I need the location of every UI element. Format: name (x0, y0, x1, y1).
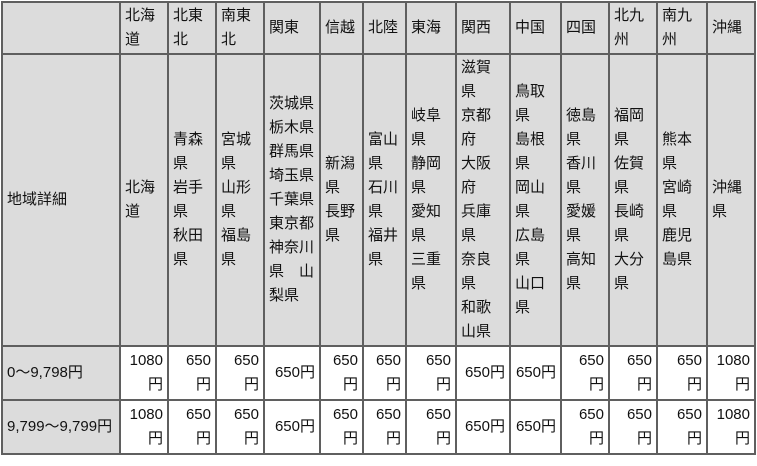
region-header-kanto: 関東 (263, 1, 321, 55)
prefectures-hokuriku: 富山県 石川県 福井県 (362, 53, 407, 347)
price-low-okinawa: 1080円 (706, 345, 756, 401)
row-label-detail: 地域詳細 (1, 53, 121, 347)
prefectures-okinawa: 沖縄県 (706, 53, 756, 347)
region-header-kansai: 関西 (455, 1, 511, 55)
price-high-minami-kyushu: 650円 (656, 399, 708, 455)
price-high-kita-kyushu: 650円 (608, 399, 658, 455)
price-high-shikoku: 650円 (560, 399, 610, 455)
prefectures-minami-tohoku: 宮城県 山形県 福島県 (215, 53, 265, 347)
price-high-shinetsu: 650円 (319, 399, 364, 455)
shipping-rate-table: 北海道 北東北 南東北 関東 信越 北陸 東海 関西 中国 四国 北九州 南九州… (1, 1, 756, 455)
price-high-minami-tohoku: 650円 (215, 399, 265, 455)
price-low-kita-tohoku: 650円 (167, 345, 217, 401)
price-high-tokai: 650円 (405, 399, 457, 455)
price-high-hokkaido: 1080円 (119, 399, 169, 455)
region-header-minami-tohoku: 南東北 (215, 1, 265, 55)
prefectures-kansai: 滋賀県 京都府 大阪府 兵庫県 奈良県 和歌山県 (455, 53, 511, 347)
price-low-shinetsu: 650円 (319, 345, 364, 401)
row-label-range-high: 9,799～9,799円 (1, 399, 121, 455)
prefectures-kita-kyushu: 福岡県 佐賀県 長崎県 大分県 (608, 53, 658, 347)
price-low-kita-kyushu: 650円 (608, 345, 658, 401)
region-header-chugoku: 中国 (509, 1, 562, 55)
region-header-hokuriku: 北陸 (362, 1, 407, 55)
price-high-kansai: 650円 (455, 399, 511, 455)
region-header-kita-kyushu: 北九州 (608, 1, 658, 55)
prefecture-detail-row: 地域詳細 北海道 青森県 岩手県 秋田県 宮城県 山形県 福島県 茨城県 栃木県… (1, 53, 756, 347)
price-low-chugoku: 650円 (509, 345, 562, 401)
prefectures-tokai: 岐阜県 静岡県 愛知県 三重県 (405, 53, 457, 347)
region-header-hokkaido: 北海道 (119, 1, 169, 55)
price-high-kanto: 650円 (263, 399, 321, 455)
prefectures-minami-kyushu: 熊本県 宮崎県 鹿児島県 (656, 53, 708, 347)
price-low-minami-kyushu: 650円 (656, 345, 708, 401)
price-low-kansai: 650円 (455, 345, 511, 401)
price-low-shikoku: 650円 (560, 345, 610, 401)
price-high-hokuriku: 650円 (362, 399, 407, 455)
region-header-okinawa: 沖縄 (706, 1, 756, 55)
prefectures-shinetsu: 新潟県 長野県 (319, 53, 364, 347)
price-low-hokuriku: 650円 (362, 345, 407, 401)
row-label-range-low: 0～9,798円 (1, 345, 121, 401)
prefectures-kita-tohoku: 青森県 岩手県 秋田県 (167, 53, 217, 347)
price-high-kita-tohoku: 650円 (167, 399, 217, 455)
price-low-tokai: 650円 (405, 345, 457, 401)
prefectures-shikoku: 徳島県 香川県 愛媛県 高知県 (560, 53, 610, 347)
prefectures-kanto: 茨城県 栃木県 群馬県 埼玉県 千葉県 東京都 神奈川県 山梨県 (263, 53, 321, 347)
price-low-hokkaido: 1080円 (119, 345, 169, 401)
region-header-shikoku: 四国 (560, 1, 610, 55)
region-header-shinetsu: 信越 (319, 1, 364, 55)
region-header-kita-tohoku: 北東北 (167, 1, 217, 55)
corner-cell (1, 1, 121, 55)
prefectures-hokkaido: 北海道 (119, 53, 169, 347)
region-header-tokai: 東海 (405, 1, 457, 55)
price-row-low-range: 0～9,798円 1080円 650円 650円 650円 650円 650円 … (1, 345, 756, 401)
price-low-kanto: 650円 (263, 345, 321, 401)
prefectures-chugoku: 鳥取県 島根県 岡山県 広島県 山口県 (509, 53, 562, 347)
price-high-okinawa: 1080円 (706, 399, 756, 455)
price-high-chugoku: 650円 (509, 399, 562, 455)
price-row-high-range: 9,799～9,799円 1080円 650円 650円 650円 650円 6… (1, 399, 756, 455)
region-header-minami-kyushu: 南九州 (656, 1, 708, 55)
region-header-row: 北海道 北東北 南東北 関東 信越 北陸 東海 関西 中国 四国 北九州 南九州… (1, 1, 756, 55)
price-low-minami-tohoku: 650円 (215, 345, 265, 401)
page: 北海道 北東北 南東北 関東 信越 北陸 東海 関西 中国 四国 北九州 南九州… (1, 1, 756, 455)
